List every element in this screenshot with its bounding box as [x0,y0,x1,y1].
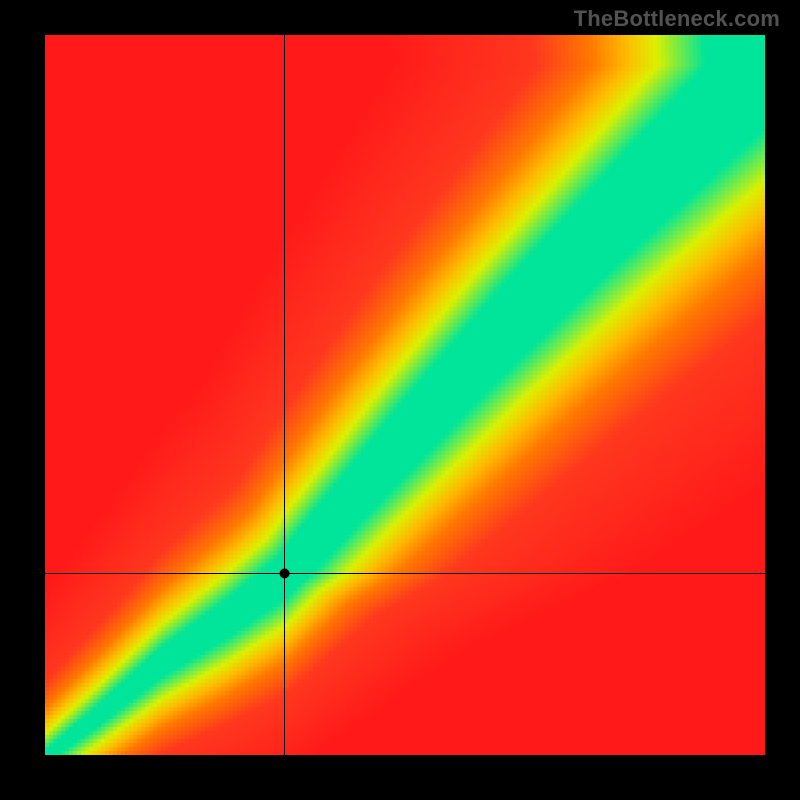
chart-root: TheBottleneck.com [0,0,800,800]
watermark-text: TheBottleneck.com [574,6,780,32]
crosshair-overlay [45,35,765,755]
